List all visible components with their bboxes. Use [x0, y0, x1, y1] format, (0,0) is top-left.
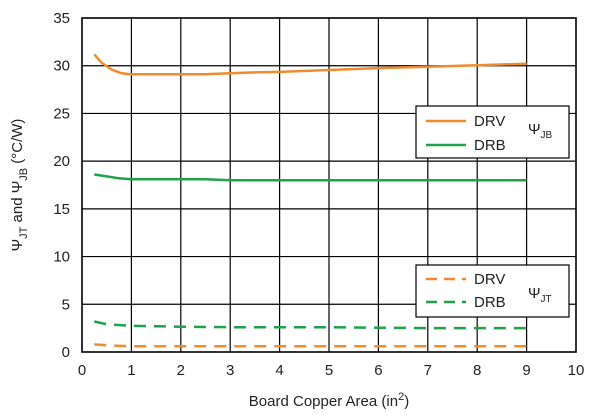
- x-tick-label: 8: [473, 362, 481, 379]
- x-tick-label: 5: [325, 362, 333, 379]
- y-tick-label: 10: [53, 249, 70, 266]
- x-tick-label: 3: [226, 362, 234, 379]
- legend-jb-symbol: ΨJB: [528, 121, 553, 141]
- y-tick-label: 5: [62, 296, 70, 313]
- series-line-jb-drv: [93, 53, 527, 76]
- x-tick-labels: 0 1 2 3 4 5 6 7 8 9 10: [78, 362, 585, 379]
- series-line-jt-drv: [94, 343, 527, 348]
- series-line-jt-drb: [94, 320, 527, 330]
- x-tick-label: 4: [275, 362, 283, 379]
- legend-jt: DRV DRB ΨJT: [415, 264, 570, 318]
- y-tick-label: 25: [53, 105, 70, 122]
- x-tick-label: 1: [127, 362, 135, 379]
- y-axis-label: ΨJT and ΨJB (°C/W): [9, 119, 30, 252]
- legend-jt-box: [415, 264, 570, 318]
- x-tick-label: 2: [177, 362, 185, 379]
- legend-jt-symbol: ΨJT: [528, 285, 552, 305]
- x-tick-label: 9: [522, 362, 530, 379]
- y-tick-label: 0: [62, 344, 70, 361]
- y-tick-label: 30: [53, 58, 70, 75]
- legend-jb-drb-label: DRB: [474, 137, 506, 154]
- legend-jb-box: [415, 105, 570, 159]
- x-tick-label: 6: [374, 362, 382, 379]
- legend-jb-drv-label: DRV: [474, 113, 505, 130]
- x-tick-label: 7: [424, 362, 432, 379]
- y-tick-label: 20: [53, 153, 70, 170]
- y-tick-label: 35: [53, 10, 70, 27]
- plot-frame: [81, 17, 577, 353]
- legend-jt-drb-label: DRB: [474, 294, 506, 311]
- series-line-jb-drb: [94, 173, 527, 182]
- y-tick-labels: 0 5 10 15 20 25 30 35: [53, 10, 70, 361]
- x-axis-label: Board Copper Area (in2): [249, 391, 409, 410]
- y-tick-label: 15: [53, 201, 70, 218]
- series-layer: [93, 53, 527, 348]
- x-tick-label: 0: [78, 362, 86, 379]
- legend-jt-drv-label: DRV: [474, 271, 505, 288]
- legend-jb: DRV DRB ΨJB: [415, 105, 570, 159]
- x-tick-label: 10: [568, 362, 585, 379]
